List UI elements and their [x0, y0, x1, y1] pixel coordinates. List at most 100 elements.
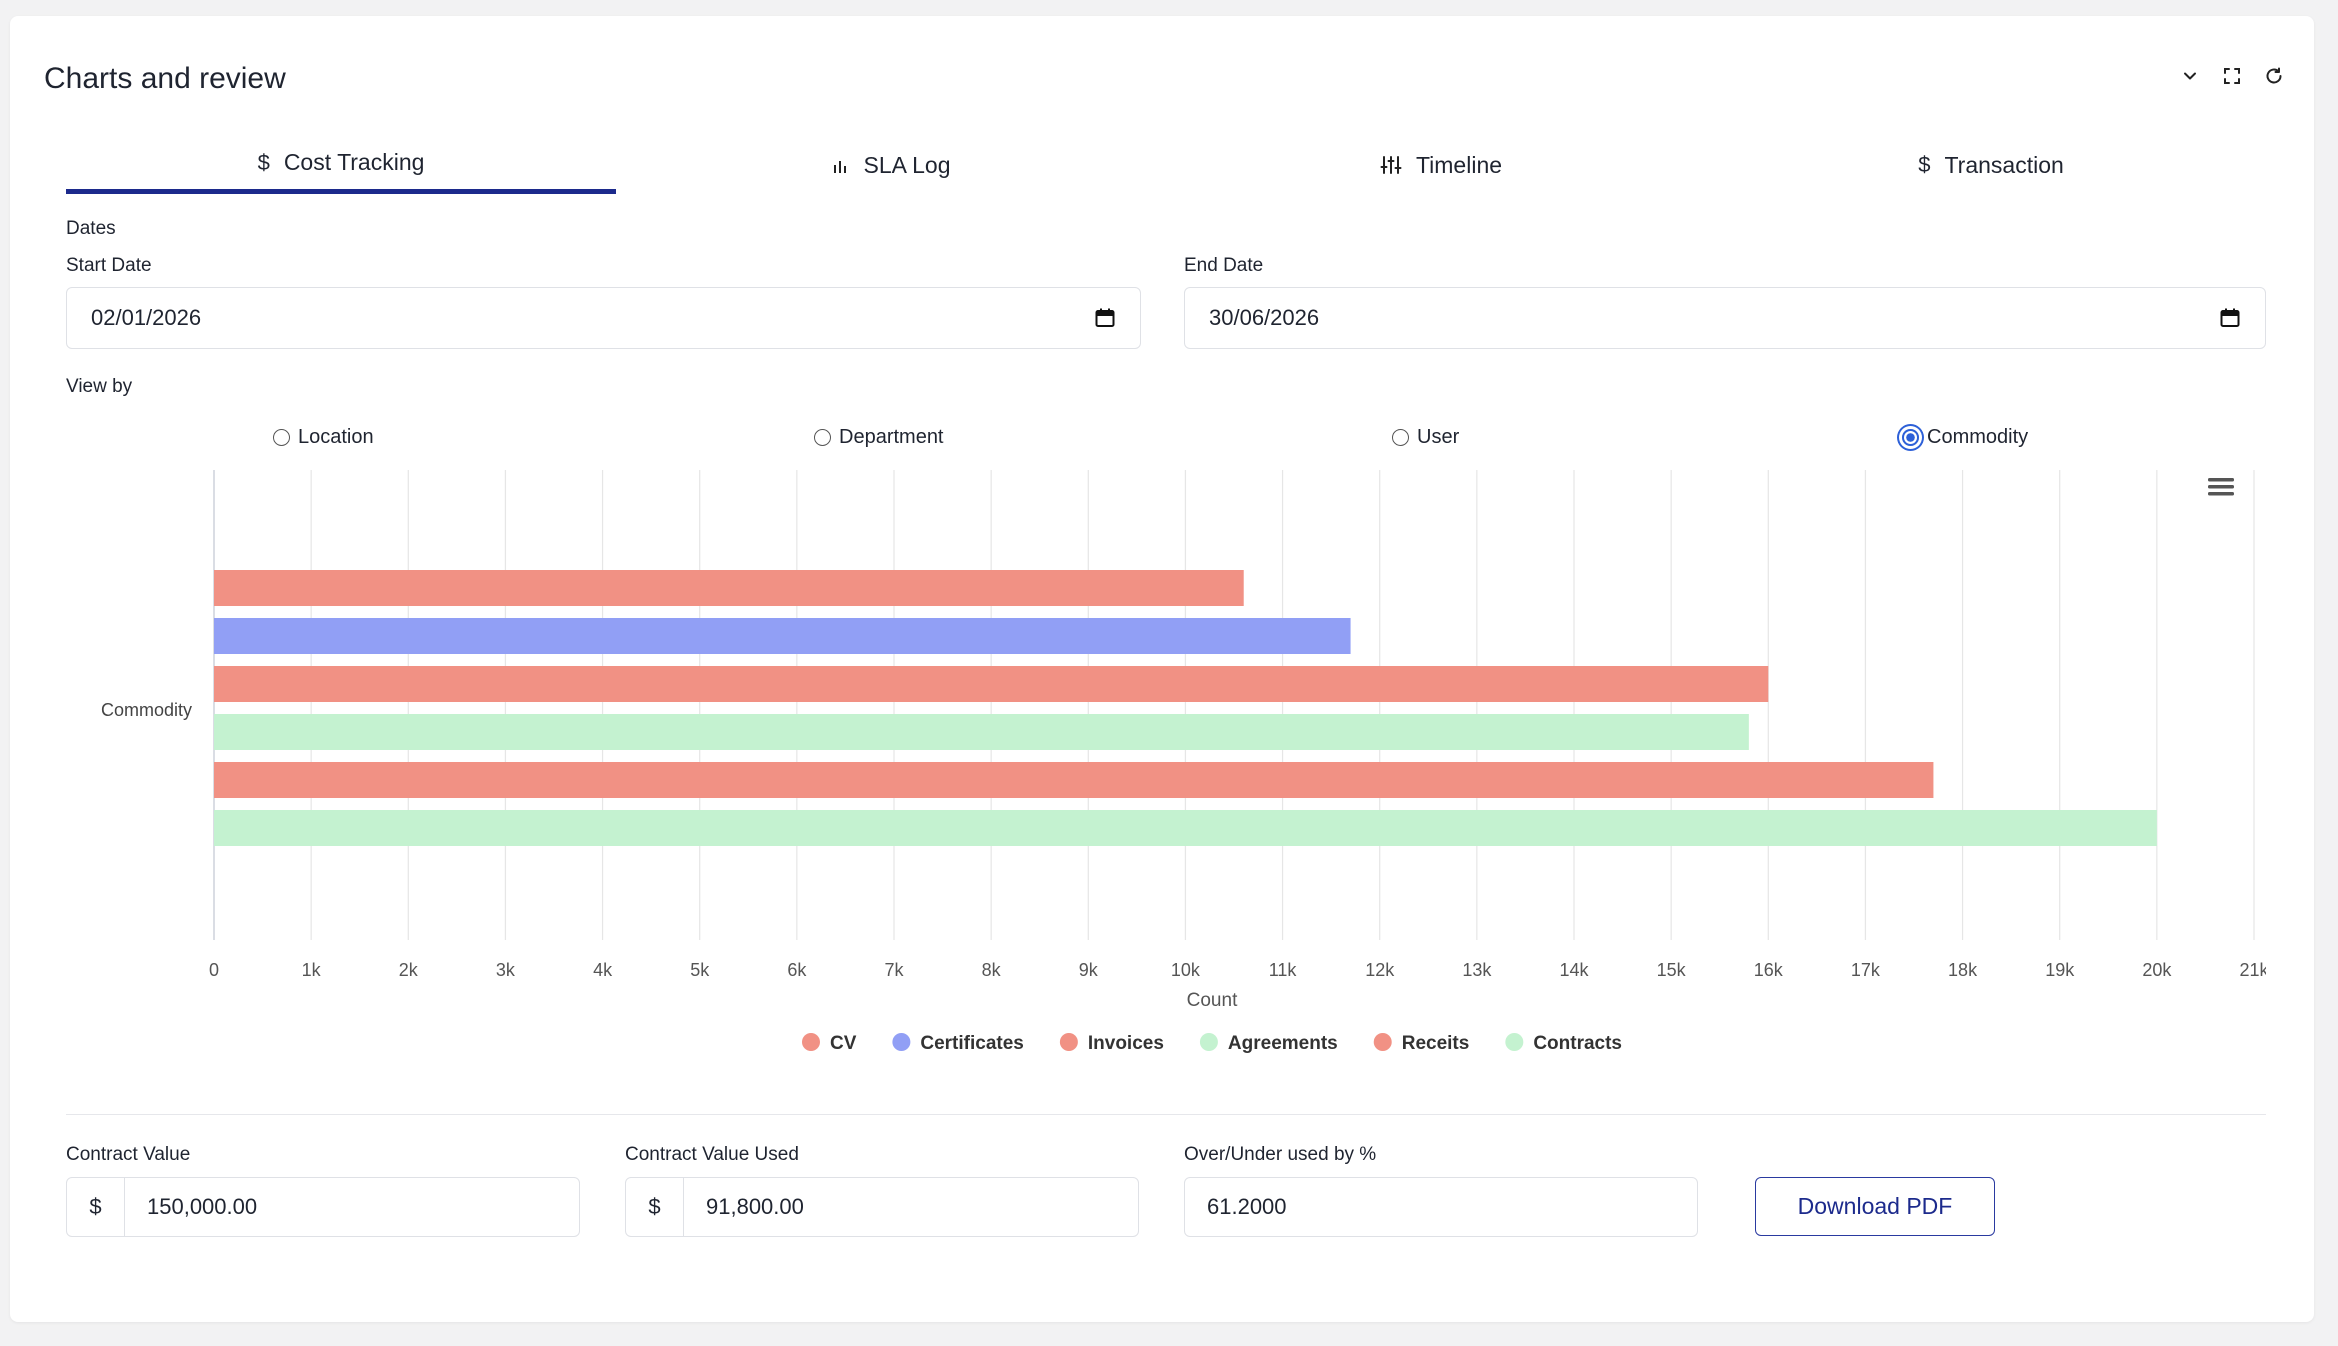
bar-certificates [214, 618, 1351, 654]
x-tick-label: 7k [884, 960, 904, 980]
charts-review-card: Charts and review $ Cost Tracking SLA Lo… [10, 16, 2314, 1322]
tab-cost-tracking[interactable]: $ Cost Tracking [66, 136, 616, 194]
legend-item-invoices: Invoices [1088, 1033, 1164, 1054]
tab-transaction[interactable]: $ Transaction [1716, 136, 2266, 194]
over-under-input[interactable]: 61.2000 [1184, 1177, 1698, 1237]
chart-svg: Commodity 0 1k 2k 3k 4k 5k 6k 7k 8k 9k 10k 11k 12k 13k… [101, 470, 2270, 1054]
radio-user[interactable]: User [1392, 426, 1459, 449]
over-under-label: Over/Under used by % [1184, 1144, 1377, 1165]
x-tick-label: 10k [1171, 960, 1201, 980]
sliders-icon [1380, 154, 1402, 176]
legend-item-agreements: Agreements [1228, 1033, 1338, 1054]
hamburger-menu-icon[interactable] [2206, 474, 2236, 500]
card-header-actions [2180, 66, 2284, 86]
contract-value-used-input[interactable]: 91,800.00 [706, 1194, 804, 1219]
tab-label: Timeline [1415, 151, 1503, 178]
x-tick-label: 19k [2045, 960, 2075, 980]
radio-circle[interactable] [1902, 429, 1919, 446]
contract-value-label: Contract Value [66, 1144, 191, 1165]
view-by-label: View by [66, 376, 133, 397]
currency-prefix: $ [626, 1178, 684, 1236]
x-tick-label: 3k [496, 960, 516, 980]
refresh-icon[interactable] [2264, 66, 2284, 86]
category-label: Commodity [101, 700, 192, 720]
commodity-bar-chart: Commodity 0 1k 2k 3k 4k 5k 6k 7k 8k 9k 10k 11k 12k 13k… [66, 460, 2270, 1080]
bar-chart-icon [832, 156, 850, 174]
radio-location[interactable]: Location [273, 426, 374, 449]
tab-bar: $ Cost Tracking SLA Log Timeline $ Trans… [66, 136, 2266, 194]
fullscreen-icon[interactable] [2222, 66, 2242, 86]
legend-marker-invoices [1059, 1033, 1078, 1051]
x-tick-label: 5k [690, 960, 710, 980]
x-tick-label: 20k [2142, 960, 2172, 980]
radio-circle[interactable] [814, 429, 831, 446]
tab-label: Cost Tracking [283, 149, 425, 175]
currency-prefix: $ [67, 1178, 125, 1236]
x-tick-label: 11k [1269, 960, 1298, 980]
end-date-value: 30/06/2026 [1209, 305, 1320, 330]
x-tick-label: 21k [2239, 960, 2266, 980]
card-title: Charts and review [44, 62, 286, 95]
x-tick-label: 18k [1948, 960, 1978, 980]
legend-marker-contracts [1505, 1033, 1524, 1051]
x-tick-label: 8k [982, 960, 1002, 980]
x-tick-label: 17k [1851, 960, 1881, 980]
x-tick-label: 0 [209, 960, 219, 980]
legend-item-cv: CV [830, 1033, 857, 1054]
x-tick-label: 6k [787, 960, 807, 980]
legend-marker-agreements [1199, 1033, 1218, 1051]
contract-value-used-field[interactable]: $ 91,800.00 [625, 1177, 1139, 1237]
x-tick-label: 12k [1365, 960, 1395, 980]
dates-section-label: Dates [66, 218, 116, 239]
bar-receits [214, 762, 1934, 798]
bar-cv [214, 570, 1244, 606]
radio-commodity[interactable]: Commodity [1902, 426, 2028, 449]
end-date-input[interactable]: 30/06/2026 [1184, 287, 2266, 349]
start-date-label: Start Date [66, 255, 152, 276]
x-tick-label: 2k [399, 960, 419, 980]
radio-label: Department [839, 426, 944, 448]
x-tick-label: 16k [1754, 960, 1784, 980]
over-under-value: 61.2000 [1207, 1194, 1287, 1219]
bar-invoices [214, 666, 1769, 702]
legend-marker-receits [1373, 1033, 1392, 1051]
tab-label: Transaction [1944, 151, 2064, 178]
start-date-input[interactable]: 02/01/2026 [66, 287, 1141, 349]
bar-agreements [214, 714, 1749, 750]
tab-label: SLA Log [863, 151, 951, 178]
legend-item-receits: Receits [1402, 1033, 1470, 1054]
calendar-icon[interactable] [2219, 307, 2241, 329]
legend-marker-cv [801, 1033, 820, 1051]
x-tick-label: 13k [1462, 960, 1492, 980]
legend-item-contracts: Contracts [1533, 1033, 1622, 1054]
view-by-radio-group: Location Department User Commodity [10, 426, 2314, 456]
x-axis-title: Count [1187, 990, 1238, 1011]
start-date-value: 02/01/2026 [91, 305, 202, 330]
radio-label: Commodity [1927, 426, 2029, 448]
calendar-icon[interactable] [1094, 307, 1116, 329]
tab-sla-log[interactable]: SLA Log [616, 136, 1166, 194]
end-date-label: End Date [1184, 255, 1264, 276]
contract-value-used-label: Contract Value Used [625, 1144, 799, 1165]
radio-circle[interactable] [1392, 429, 1409, 446]
x-tick-label: 15k [1657, 960, 1687, 980]
x-tick-label: 14k [1559, 960, 1589, 980]
contract-value-field[interactable]: $ 150,000.00 [66, 1177, 580, 1237]
download-pdf-button[interactable]: Download PDF [1755, 1177, 1995, 1236]
x-tick-label: 4k [593, 960, 613, 980]
x-tick-label: 9k [1079, 960, 1099, 980]
chevron-down-icon[interactable] [2180, 66, 2200, 86]
contract-value-input[interactable]: 150,000.00 [147, 1194, 258, 1219]
dollar-icon: $ [1918, 152, 1931, 177]
legend-marker-certificates [892, 1033, 911, 1051]
section-divider [66, 1114, 2266, 1115]
bar-contracts [214, 810, 2157, 846]
x-tick-label: 1k [302, 960, 322, 980]
radio-label: Location [298, 426, 374, 448]
radio-label: User [1417, 426, 1460, 448]
radio-circle[interactable] [273, 429, 290, 446]
legend-item-certificates: Certificates [920, 1033, 1024, 1054]
tab-timeline[interactable]: Timeline [1166, 136, 1716, 194]
radio-department[interactable]: Department [814, 426, 944, 449]
dollar-icon: $ [257, 149, 270, 175]
